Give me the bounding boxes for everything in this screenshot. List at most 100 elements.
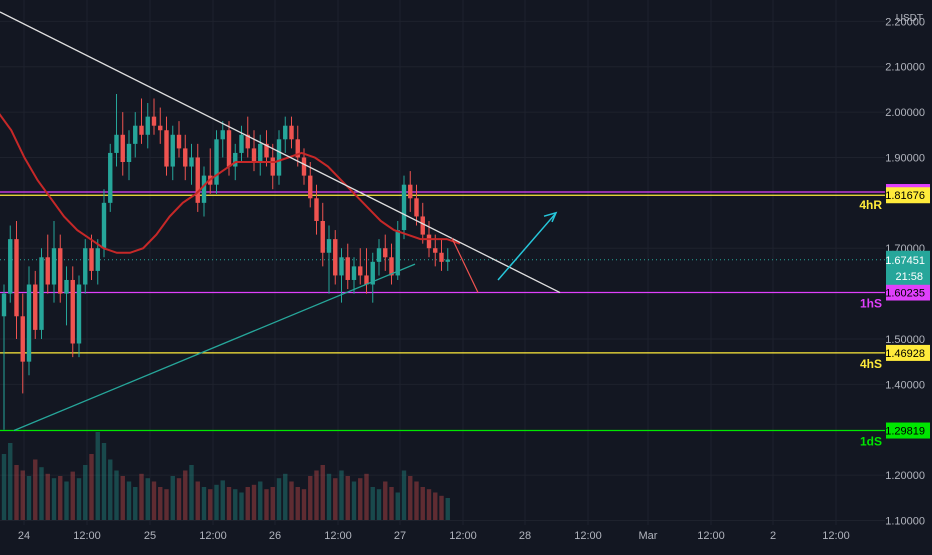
candle-body bbox=[314, 198, 319, 221]
volume-bar bbox=[420, 487, 425, 520]
volume-bar bbox=[233, 489, 238, 520]
level-label: 1hS bbox=[860, 297, 882, 311]
y-tick-label: 2.10000 bbox=[885, 62, 925, 74]
volume-bar bbox=[33, 459, 38, 520]
candle-body bbox=[370, 261, 375, 285]
volume-bar bbox=[270, 487, 275, 520]
y-tick-label: 1.90000 bbox=[885, 152, 925, 164]
candle-body bbox=[439, 252, 444, 262]
level-label: 1dS bbox=[860, 435, 882, 449]
volume-bar bbox=[358, 478, 363, 520]
volume-bar bbox=[45, 473, 50, 520]
candle-body bbox=[176, 134, 182, 149]
bounce-arrow-head bbox=[543, 211, 558, 223]
countdown-label: 21:58 bbox=[895, 271, 923, 283]
volume-bar bbox=[64, 481, 69, 520]
volume-bar bbox=[89, 454, 94, 520]
volume-bar bbox=[439, 495, 444, 520]
candle-body bbox=[201, 175, 207, 203]
level-label: 4hR bbox=[859, 198, 882, 212]
volume-bar bbox=[39, 467, 44, 520]
candle-body bbox=[183, 148, 188, 167]
volume-bar bbox=[220, 480, 225, 520]
candle-body bbox=[139, 125, 144, 135]
candle-body bbox=[195, 157, 200, 203]
time-axis-bg bbox=[0, 528, 885, 550]
candle-body bbox=[358, 266, 363, 276]
y-tick-label: 1.10000 bbox=[885, 515, 925, 527]
volume-bar bbox=[326, 473, 332, 520]
candle-body bbox=[245, 134, 250, 149]
ascending-support bbox=[13, 263, 416, 432]
volume-bar bbox=[1, 454, 7, 520]
volume-bar bbox=[158, 487, 163, 520]
volume-bar bbox=[426, 489, 432, 520]
volume-bar bbox=[189, 465, 194, 520]
volume-bar bbox=[370, 487, 375, 520]
level-lines: 4hR 1hS 4hS 1dS bbox=[0, 191, 885, 449]
volume-bar bbox=[83, 465, 88, 520]
volume-bar bbox=[114, 470, 119, 520]
candle-body bbox=[276, 139, 282, 176]
candle-body bbox=[345, 257, 350, 280]
currency-label: USDT bbox=[896, 13, 923, 24]
volume-bar bbox=[264, 489, 269, 520]
level-tag bbox=[886, 187, 930, 204]
x-tick-label: 27 bbox=[394, 530, 406, 542]
volume-bar bbox=[145, 478, 150, 520]
candle-body bbox=[58, 248, 63, 294]
level-tag bbox=[886, 344, 930, 361]
volume-bar bbox=[151, 481, 157, 520]
level-label: 4hS bbox=[860, 357, 882, 371]
level-tag bbox=[886, 422, 930, 439]
volume-bar bbox=[176, 478, 182, 520]
volume-bar bbox=[70, 471, 75, 520]
x-tick-label: 12:00 bbox=[697, 530, 725, 542]
candle-body bbox=[351, 266, 357, 280]
volume-bar bbox=[339, 470, 344, 520]
candle-body bbox=[151, 116, 157, 126]
candle-body bbox=[308, 175, 313, 199]
x-tick-label: Mar bbox=[639, 530, 658, 542]
candle-body bbox=[326, 239, 332, 253]
candle-body bbox=[289, 125, 294, 140]
volume-bar bbox=[320, 465, 325, 520]
volume-bar bbox=[126, 481, 132, 520]
time-axis[interactable]: 24 12:00 25 12:00 26 12:00 27 12:00 28 12:00 Mar 12… bbox=[0, 528, 885, 550]
candle-body bbox=[420, 216, 425, 235]
volume-bar bbox=[195, 481, 200, 520]
volume-bar bbox=[26, 476, 32, 520]
candle-body bbox=[95, 248, 100, 271]
x-tick-label: 28 bbox=[519, 530, 531, 542]
volume-bar bbox=[58, 476, 63, 520]
candle-body bbox=[364, 275, 369, 285]
candle-body bbox=[26, 284, 32, 362]
volume-bar bbox=[201, 487, 207, 520]
candle-body bbox=[89, 248, 94, 271]
y-tick-label: 2.20000 bbox=[885, 16, 925, 28]
bounce-arrow bbox=[497, 213, 556, 281]
candle-body bbox=[433, 248, 438, 253]
candle-body bbox=[20, 316, 25, 362]
candle-body bbox=[426, 234, 432, 249]
volume-bar bbox=[276, 478, 282, 520]
volume-bar bbox=[164, 489, 169, 520]
candle-body bbox=[8, 239, 13, 294]
candle-body bbox=[70, 279, 75, 344]
volume-bars bbox=[1, 432, 450, 520]
volume-bar bbox=[214, 484, 219, 520]
volume-bar bbox=[120, 476, 125, 520]
level-tag-label: 1.29819 bbox=[885, 426, 925, 438]
candle-body bbox=[114, 134, 119, 153]
candle-body bbox=[445, 259, 450, 262]
candle-body bbox=[189, 157, 194, 167]
volume-bar bbox=[408, 476, 413, 520]
x-tick-label: 12:00 bbox=[822, 530, 850, 542]
price-axis[interactable]: 2.200002.100002.000001.900001.700001.500… bbox=[885, 0, 932, 550]
level-tag-label: 1.46928 bbox=[885, 348, 925, 360]
candle-body bbox=[408, 184, 413, 199]
candle-body bbox=[401, 184, 407, 231]
candle-body bbox=[145, 116, 150, 135]
x-tick-label: 12:00 bbox=[574, 530, 602, 542]
volume-bar bbox=[208, 489, 213, 520]
